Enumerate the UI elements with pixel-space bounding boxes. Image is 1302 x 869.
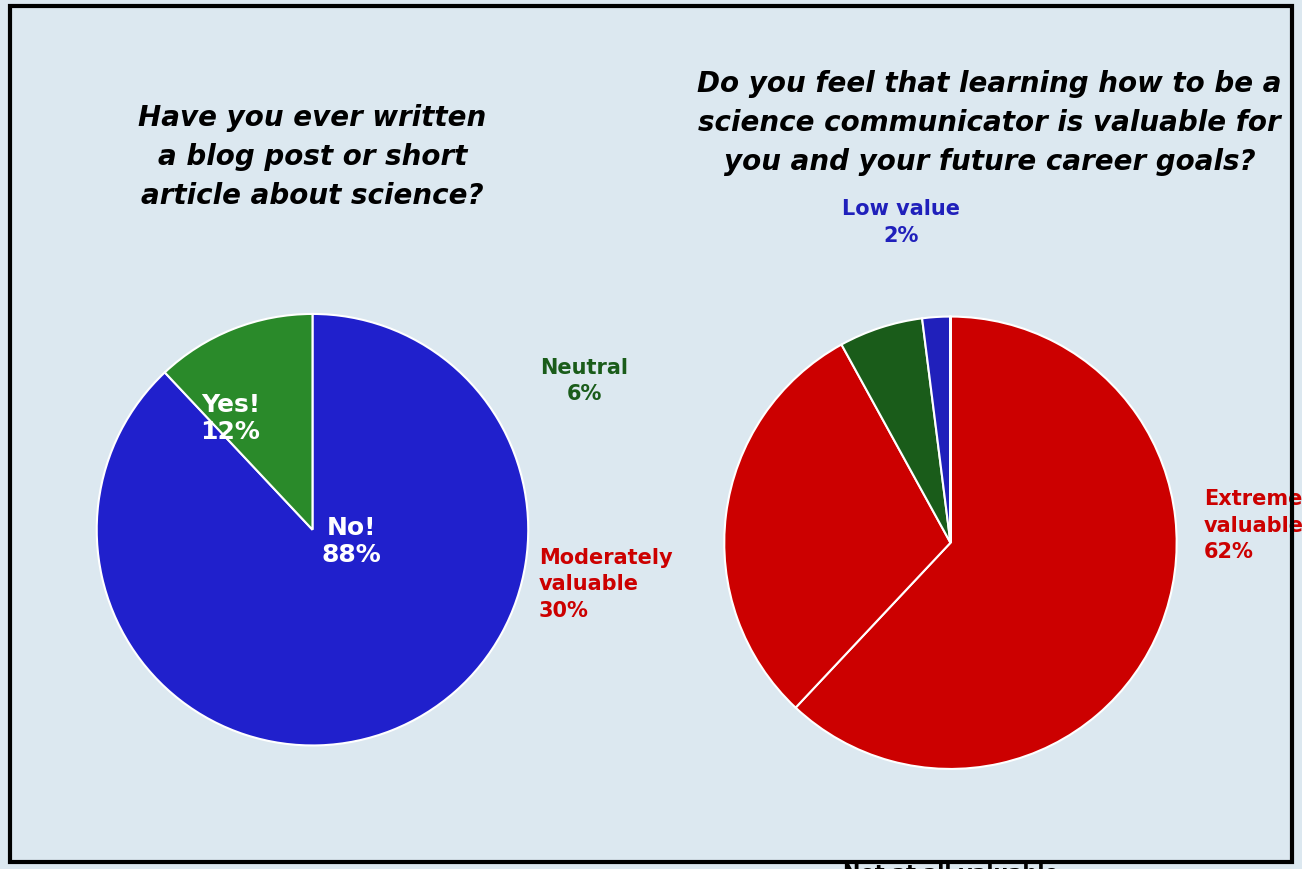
Wedge shape [841, 319, 950, 543]
Text: Have you ever written
a blog post or short
article about science?: Have you ever written a blog post or sho… [138, 104, 487, 210]
Text: Yes!
12%: Yes! 12% [201, 392, 260, 444]
Text: Not at all valuable
0%: Not at all valuable 0% [842, 864, 1059, 869]
Text: No!
88%: No! 88% [322, 515, 381, 567]
Text: Extremely
valuable
62%: Extremely valuable 62% [1204, 488, 1302, 561]
Wedge shape [165, 315, 312, 530]
Text: Moderately
valuable
30%: Moderately valuable 30% [539, 547, 672, 620]
Wedge shape [96, 315, 529, 746]
Wedge shape [724, 345, 950, 708]
Wedge shape [922, 317, 950, 543]
Text: Low value
2%: Low value 2% [841, 199, 960, 245]
Text: Neutral
6%: Neutral 6% [540, 357, 628, 403]
Wedge shape [796, 317, 1177, 769]
Text: Do you feel that learning how to be a
science communicator is valuable for
you a: Do you feel that learning how to be a sc… [698, 70, 1281, 176]
